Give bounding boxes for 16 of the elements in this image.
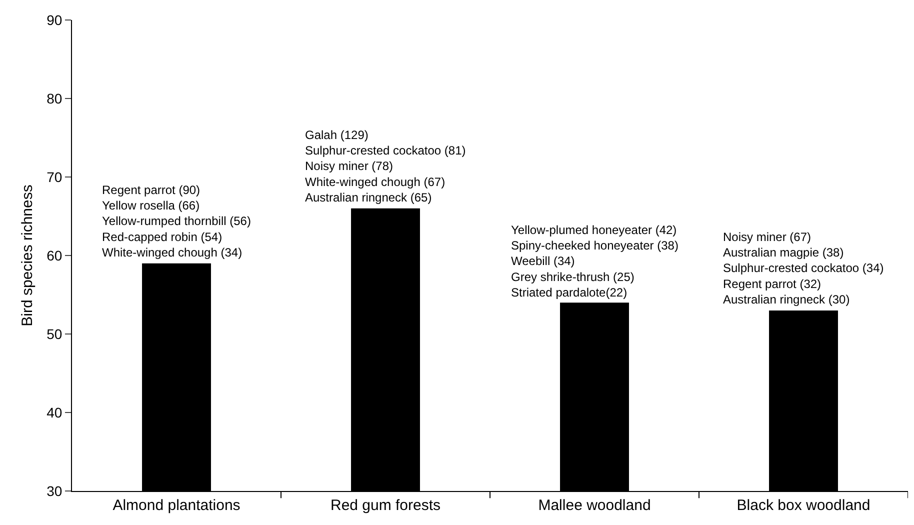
x-tick-label: Black box woodland xyxy=(736,497,870,514)
x-tick-label: Almond plantations xyxy=(112,497,240,514)
x-tick-label: Red gum forests xyxy=(330,497,441,514)
y-tick-label: 70 xyxy=(46,168,62,185)
y-tick-label: 40 xyxy=(46,404,62,420)
annotation: Noisy miner (67) Australian magpie (38) Sulphur-crested cockatoo (34) Regent parrot (32) Australian ringneck (30) xyxy=(723,230,884,306)
y-tick-label: 50 xyxy=(46,326,62,342)
annotation: Regent parrot (90) Yellow rosella (66) Yellow-rumped thornbill (56) Red-capped robin (54) White-winged chough (34) xyxy=(102,183,251,260)
annotation: Galah (129) Sulphur-crested cockatoo (81) Noisy miner (78) White-winged chough (67) Australian ringneck (65) xyxy=(305,128,466,204)
x-tick-label: Mallee woodland xyxy=(538,497,651,514)
y-tick-label: 30 xyxy=(46,482,62,499)
y-axis-title: Bird species richness xyxy=(19,184,36,326)
y-tick-label: 60 xyxy=(46,247,62,264)
y-tick-label: 90 xyxy=(46,12,62,28)
annotation: Yellow-plumed honeyeater (42) Spiny-cheeked honeyeater (38) Weebill (34) Grey shrike-thrush (25) Striated pardalote(22) xyxy=(511,223,678,300)
y-tick-label: 80 xyxy=(46,90,62,106)
